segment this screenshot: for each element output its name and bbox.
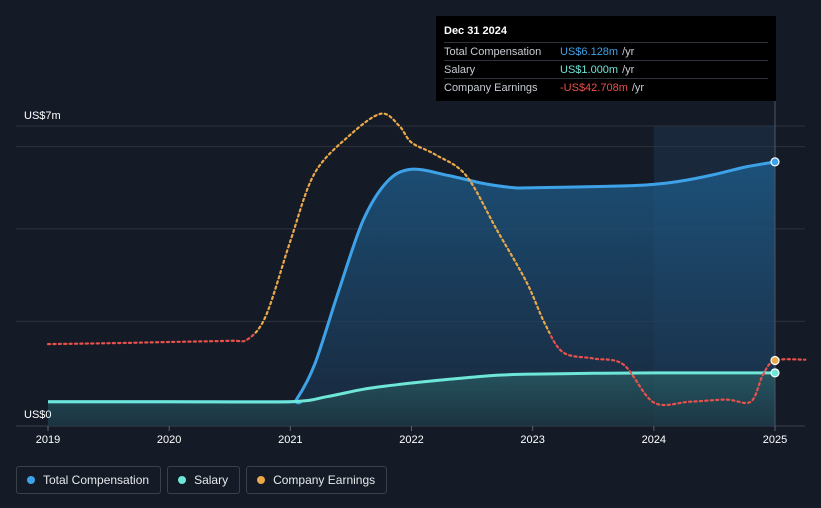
legend-label: Salary xyxy=(194,473,229,487)
y-tick-label-max: US$7m xyxy=(24,110,61,122)
tooltip-unit: /yr xyxy=(622,45,635,58)
x-tick-label: 2024 xyxy=(642,434,666,446)
line-layer xyxy=(46,112,807,407)
tooltip-label: Salary xyxy=(444,63,476,76)
tooltip-date: Dec 31 2024 xyxy=(444,25,507,37)
x-tick-label: 2021 xyxy=(278,434,302,446)
legend-item-company-earnings[interactable]: Company Earnings xyxy=(246,466,388,494)
x-axis: 2019 2020 2021 2022 2023 2024 2025 xyxy=(36,426,787,446)
legend-label: Company Earnings xyxy=(273,473,376,487)
x-tick-label: 2020 xyxy=(157,434,181,446)
tooltip-row-salary: Salary US$1.000m /yr xyxy=(444,60,768,78)
tooltip-label: Company Earnings xyxy=(444,81,538,94)
area-layer xyxy=(48,161,775,426)
tooltip: Dec 31 2024 Total Compensation US$6.128m… xyxy=(436,16,776,101)
x-tick-label: 2025 xyxy=(763,434,787,446)
legend: Total Compensation Salary Company Earnin… xyxy=(16,466,388,494)
total-compensation-marker xyxy=(770,157,780,167)
x-tick-label: 2022 xyxy=(399,434,423,446)
company-earnings-marker xyxy=(770,355,780,366)
legend-item-total-compensation[interactable]: Total Compensation xyxy=(16,466,162,494)
tooltip-row-company-earnings: Company Earnings -US$42.708m /yr xyxy=(444,78,768,96)
company-earnings-line-negative xyxy=(46,333,807,407)
tooltip-value: US$1.000m xyxy=(560,63,619,76)
total-compensation-area xyxy=(48,161,775,426)
tooltip-value: -US$42.708m xyxy=(560,81,628,94)
legend-dot-icon xyxy=(257,476,266,484)
tooltip-unit: /yr xyxy=(631,81,645,94)
y-axis: US$7m US$0 xyxy=(24,110,61,421)
legend-dot-icon xyxy=(27,476,35,484)
marker-layer xyxy=(770,157,780,378)
x-tick-label: 2023 xyxy=(520,434,544,446)
tooltip-label: Total Compensation xyxy=(444,45,542,58)
salary-area xyxy=(48,372,775,426)
legend-label: Total Compensation xyxy=(43,473,150,487)
y-tick-label-zero: US$0 xyxy=(24,409,52,421)
tooltip-row-total-compensation: Total Compensation US$6.128m /yr xyxy=(444,42,768,60)
legend-dot-icon xyxy=(178,476,187,484)
company-earnings-line-positive xyxy=(252,112,552,334)
tooltip-unit: /yr xyxy=(622,63,635,76)
legend-item-salary[interactable]: Salary xyxy=(167,466,241,494)
salary-line xyxy=(48,371,776,404)
salary-marker xyxy=(770,368,780,378)
tooltip-value: US$6.128m xyxy=(560,45,619,58)
x-tick-label: 2019 xyxy=(36,434,60,446)
